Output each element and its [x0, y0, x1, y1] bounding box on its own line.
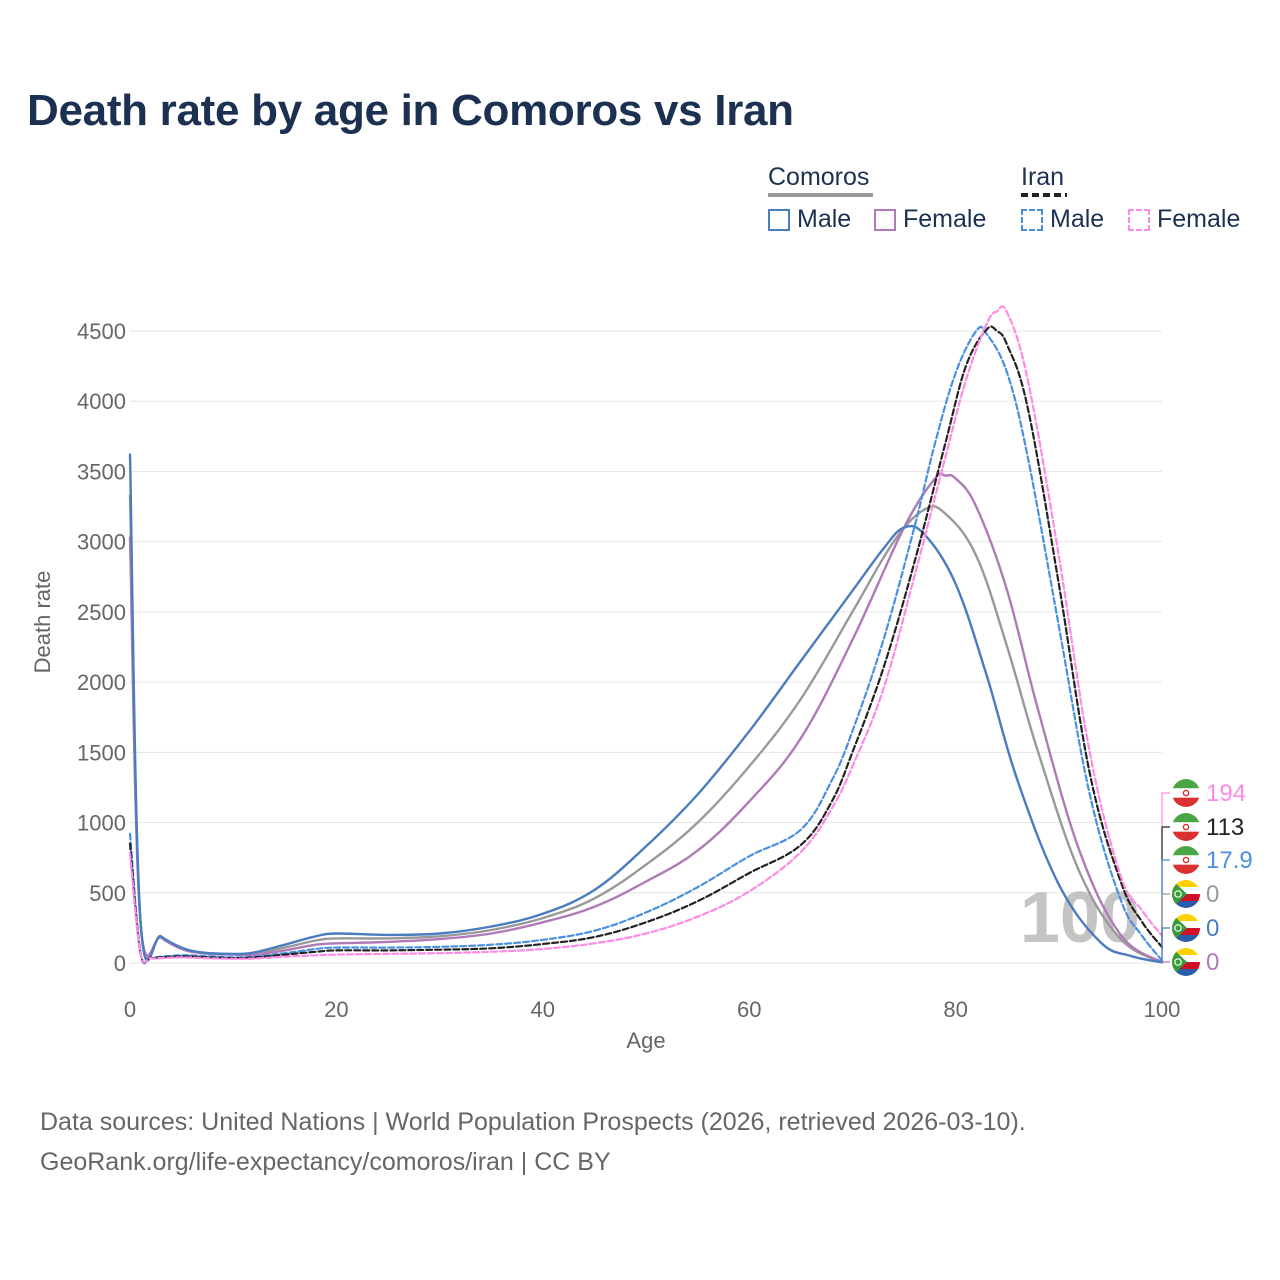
legend-group-iran: Iran Male Female: [1021, 163, 1261, 238]
x-axis-title: Age: [626, 1028, 665, 1053]
legend-group-bar: [1021, 193, 1067, 197]
end-label-iran-female: 194: [1161, 779, 1246, 936]
y-tick-label: 3000: [77, 530, 126, 555]
legend-item-label: Female: [1157, 205, 1241, 233]
legend-swatch: [1021, 208, 1043, 231]
legend-item-iran-female[interactable]: Female: [1128, 205, 1240, 234]
legend-item-iran-male[interactable]: Male: [1021, 205, 1104, 234]
end-label-comoros-male: 0: [1161, 914, 1219, 963]
legend-group-comoros: Comoros Male Female: [768, 163, 1008, 238]
legend-swatch: [1128, 208, 1150, 231]
x-tick-label: 60: [737, 997, 761, 1022]
legend-group-bar: [768, 193, 873, 197]
series-line-comoros-female[interactable]: [128, 472, 1164, 964]
iran-flag-icon: [1172, 846, 1200, 874]
y-tick-label: 500: [89, 881, 126, 906]
series-lines: [128, 305, 1164, 965]
end-label-connector: [1161, 792, 1170, 936]
x-tick-label: 80: [943, 997, 967, 1022]
legend-item-label: Female: [903, 205, 987, 233]
end-label-iran-both: 113: [1161, 813, 1244, 948]
y-tick-label: 2000: [77, 670, 126, 695]
comoros-flag-icon: [1172, 914, 1200, 942]
comoros-flag-icon: [1172, 948, 1200, 976]
series-line-comoros-both[interactable]: [128, 494, 1164, 964]
y-axis-ticks: 0 500 1000 1500 2000 2500 3000 3500 4000 4500: [77, 319, 126, 976]
x-axis-ticks: 0 20 40 60 80 100: [124, 997, 1180, 1022]
x-tick-label: 20: [324, 997, 348, 1022]
end-label-comoros-both: 0: [1161, 880, 1219, 963]
legend-swatch: [874, 208, 896, 231]
chart-title: Death rate by age in Comoros vs Iran: [27, 86, 794, 135]
end-value-label: 17.9: [1206, 847, 1253, 874]
y-tick-label: 0: [114, 951, 126, 976]
legend-item-comoros-female[interactable]: Female: [874, 205, 986, 234]
series-line-iran-female[interactable]: [128, 305, 1164, 964]
end-value-label: 0: [1206, 949, 1219, 976]
end-value-label: 113: [1206, 814, 1244, 841]
legend-group-label-iran: Iran: [1021, 163, 1065, 191]
end-label-comoros-female: 0: [1161, 948, 1219, 976]
end-value-label: 0: [1206, 881, 1219, 908]
legend-item-label: Male: [797, 205, 852, 233]
legend-item-label: Male: [1050, 205, 1105, 233]
end-label-iran-male: 17.9: [1161, 846, 1253, 961]
grid: [130, 330, 1162, 964]
footer-source: Data sources: United Nations | World Pop…: [40, 1108, 1026, 1136]
x-tick-label: 40: [531, 997, 555, 1022]
end-value-label: 0: [1206, 915, 1219, 942]
legend-swatch: [768, 208, 790, 231]
y-tick-label: 4500: [77, 319, 126, 344]
legend-group-title: Comoros: [768, 163, 873, 197]
end-label-connector: [1161, 826, 1170, 948]
series-line-comoros-male[interactable]: [128, 453, 1164, 964]
y-tick-label: 2500: [77, 600, 126, 625]
y-axis-title: Death rate: [30, 571, 55, 674]
iran-flag-icon: [1172, 779, 1200, 807]
iran-flag-icon: [1172, 813, 1200, 841]
legend-item-comoros-male[interactable]: Male: [768, 205, 851, 234]
y-tick-label: 4000: [77, 389, 126, 414]
comoros-flag-icon: [1172, 880, 1200, 908]
end-value-label: 194: [1206, 780, 1246, 807]
legend-group-title: Iran: [1021, 163, 1067, 197]
footer-link[interactable]: GeoRank.org/life-expectancy/comoros/iran…: [40, 1148, 611, 1176]
y-tick-label: 3500: [77, 459, 126, 484]
end-labels: 194 113 17.9 0 0 0: [1161, 779, 1253, 976]
y-tick-label: 1500: [77, 740, 126, 765]
x-tick-label: 0: [124, 997, 136, 1022]
legend-group-label-comoros: Comoros: [768, 163, 870, 191]
y-tick-label: 1000: [77, 811, 126, 836]
x-tick-label: 100: [1144, 997, 1181, 1022]
end-label-connector: [1161, 927, 1170, 963]
end-label-connector: [1161, 859, 1170, 961]
